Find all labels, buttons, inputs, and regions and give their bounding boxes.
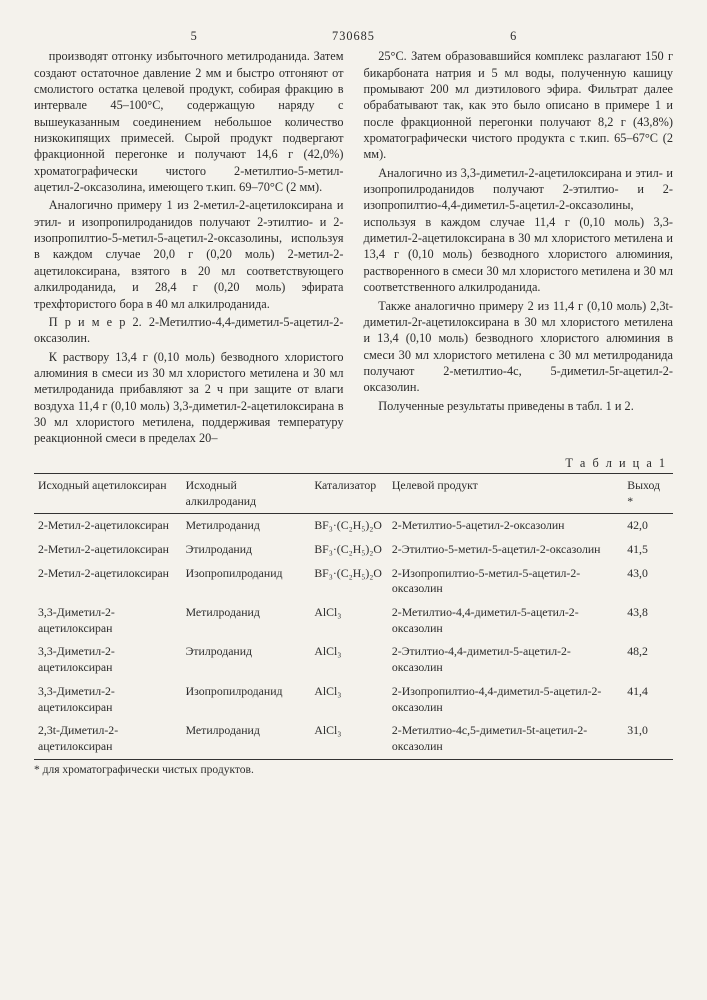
table-row: 2-Метил-2-ацетилоксиранИзопропилроданидB…	[34, 562, 673, 601]
col-header: Целевой продукт	[388, 473, 623, 513]
col-header: Исходный ацетилоксиран	[34, 473, 182, 513]
table-cell: 2-Метилтио-4с,5-диметил-5t-ацетил-2-окса…	[388, 719, 623, 758]
table-cell: Этилроданид	[182, 640, 311, 679]
table-cell: Изопропилроданид	[182, 562, 311, 601]
col-header: Катализатор	[310, 473, 388, 513]
table-title: Т а б л и ц а 1	[34, 455, 667, 471]
table-cell: 2-Этилтио-5-метил-5-ацетил-2-оксазолин	[388, 538, 623, 562]
paragraph: 25°С. Затем образовавшийся комплекс разл…	[364, 48, 674, 162]
paragraph: производят отгонку избыточного метилрода…	[34, 48, 344, 195]
paragraph: Полученные результаты приведены в табл. …	[364, 398, 674, 414]
results-table: Исходный ацетилоксиран Исходный алкилрод…	[34, 473, 673, 759]
table-cell: 2-Изопропилтио-5-метил-5-ацетил-2-оксазо…	[388, 562, 623, 601]
table-cell: 2-Метилтио-5-ацетил-2-оксазолин	[388, 514, 623, 538]
table-cell: 2,3t-Диметил-2-ацетилоксиран	[34, 719, 182, 758]
paragraph: Аналогично из 3,3-диметил-2-ацетилоксира…	[364, 165, 674, 296]
table-cell: 2-Метилтио-4,4-диметил-5-ацетил-2-оксазо…	[388, 601, 623, 640]
table-cell: Метилроданид	[182, 719, 311, 758]
page-number-left: 5	[34, 28, 354, 44]
col-header: Исходный алкилроданид	[182, 473, 311, 513]
table-cell: AlCl₃	[310, 601, 388, 640]
table-cell: 2-Метил-2-ацетилоксиран	[34, 562, 182, 601]
col-header: Выход *	[623, 473, 673, 513]
right-column: 25°С. Затем образовавшийся комплекс разл…	[364, 48, 674, 448]
document-number: 730685	[332, 28, 375, 44]
table-cell: 31,0	[623, 719, 673, 758]
table-cell: 3,3-Диметил-2-ацетилоксиран	[34, 601, 182, 640]
table-footnote: * для хроматографически чистых продуктов…	[34, 759, 673, 778]
table-cell: 41,4	[623, 680, 673, 719]
two-column-body: производят отгонку избыточного метилрода…	[34, 48, 673, 448]
table-cell: 3,3-Диметил-2-ацетилоксиран	[34, 680, 182, 719]
example-heading: П р и м е р 2. 2-Метилтио-4,4-диметил-5-…	[34, 314, 344, 347]
table-cell: Изопропилроданид	[182, 680, 311, 719]
table-header-row: Исходный ацетилоксиран Исходный алкилрод…	[34, 473, 673, 513]
table-cell: AlCl₃	[310, 680, 388, 719]
paragraph: К раствору 13,4 г (0,10 моль) безводного…	[34, 349, 344, 447]
table-cell: Метилроданид	[182, 514, 311, 538]
table-row: 2-Метил-2-ацетилоксиранМетилроданидBF₃·(…	[34, 514, 673, 538]
table-row: 3,3-Диметил-2-ацетилоксиранМетилроданидA…	[34, 601, 673, 640]
table-cell: 43,0	[623, 562, 673, 601]
table-cell: Метилроданид	[182, 601, 311, 640]
table-row: 3,3-Диметил-2-ацетилоксиранИзопропилрода…	[34, 680, 673, 719]
page-header: 5 730685 6	[34, 28, 673, 44]
table-cell: 3,3-Диметил-2-ацетилоксиран	[34, 640, 182, 679]
table-row: 2-Метил-2-ацетилоксиранЭтилроданидBF₃·(C…	[34, 538, 673, 562]
table-cell: BF₃·(C₂H₅)₂O	[310, 538, 388, 562]
table-cell: 43,8	[623, 601, 673, 640]
page-number-right: 6	[354, 28, 674, 44]
table-cell: AlCl₃	[310, 640, 388, 679]
table-cell: BF₃·(C₂H₅)₂O	[310, 514, 388, 538]
table-cell: 2-Изопропилтио-4,4-диметил-5-ацетил-2-ок…	[388, 680, 623, 719]
table-row: 2,3t-Диметил-2-ацетилоксиранМетилроданид…	[34, 719, 673, 758]
paragraph: Также аналогично примеру 2 из 11,4 г (0,…	[364, 298, 674, 396]
table-cell: 41,5	[623, 538, 673, 562]
table-cell: 2-Этилтио-4,4-диметил-5-ацетил-2-оксазол…	[388, 640, 623, 679]
table-cell: AlCl₃	[310, 719, 388, 758]
table-row: 3,3-Диметил-2-ацетилоксиранЭтилроданидAl…	[34, 640, 673, 679]
table-cell: BF₃·(C₂H₅)₂O	[310, 562, 388, 601]
paragraph: Аналогично примеру 1 из 2-метил-2-ацетил…	[34, 197, 344, 311]
table-cell: 2-Метил-2-ацетилоксиран	[34, 514, 182, 538]
table-cell: Этилроданид	[182, 538, 311, 562]
table-cell: 2-Метил-2-ацетилоксиран	[34, 538, 182, 562]
left-column: производят отгонку избыточного метилрода…	[34, 48, 344, 448]
table-cell: 42,0	[623, 514, 673, 538]
table-cell: 48,2	[623, 640, 673, 679]
